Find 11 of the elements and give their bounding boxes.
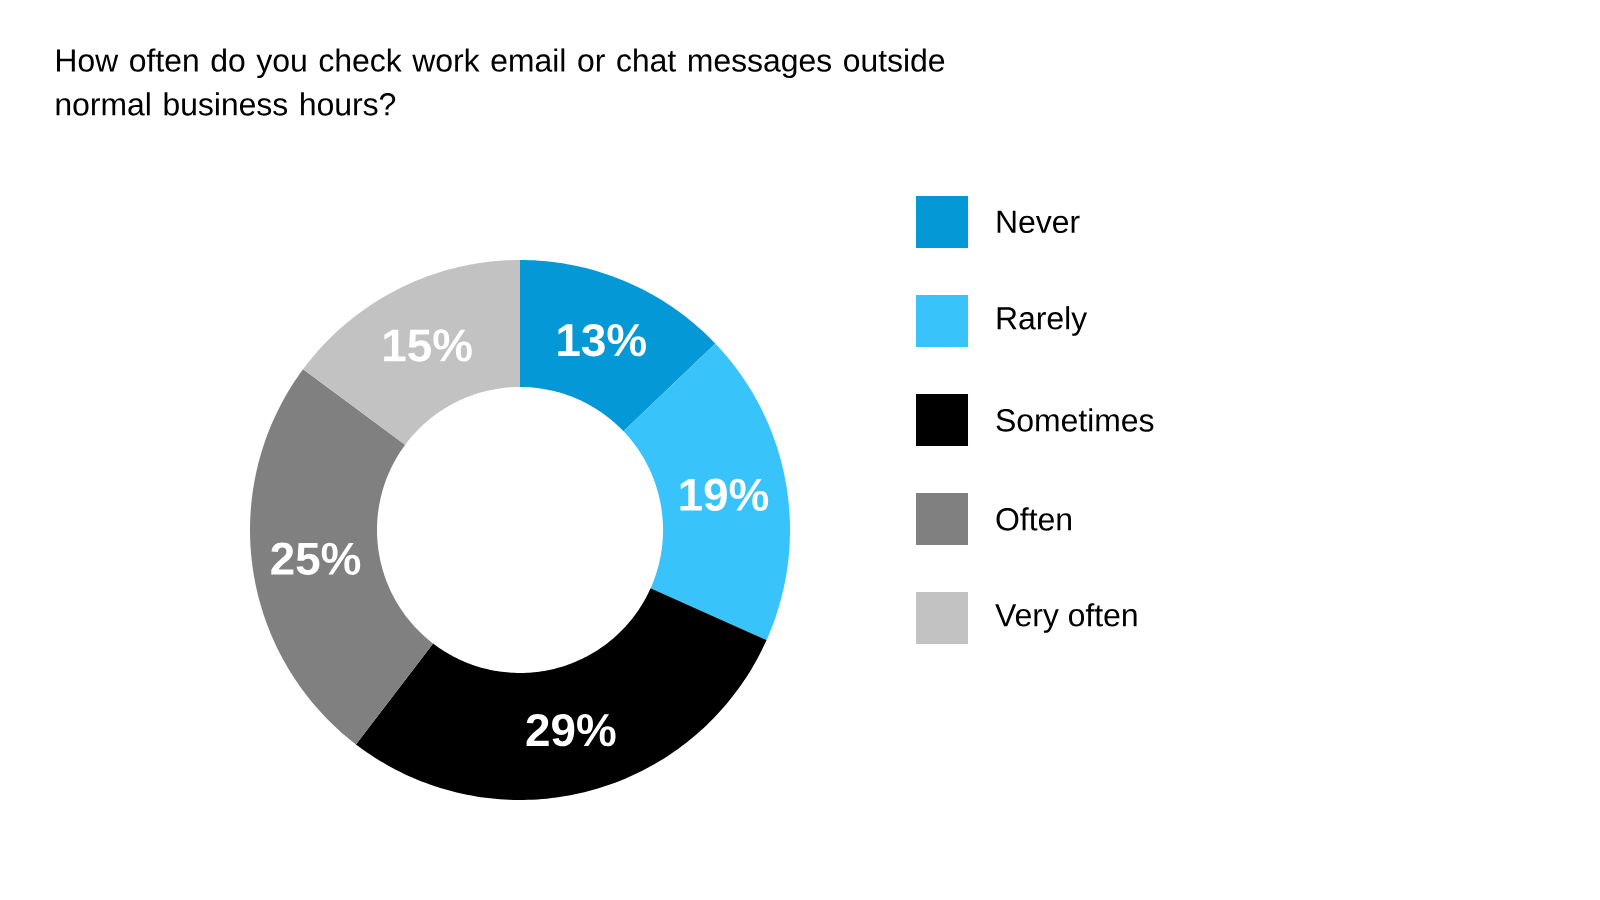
legend-label: Rarely [997,306,1088,336]
legend-label: Very often [995,603,1137,633]
legend-label: Never [997,210,1080,234]
data-label: 19% [680,478,769,512]
chart-title: How often do you check work email or chat messages outside normal business hours? [56,48,945,116]
data-label: 25% [271,542,361,575]
data-label: 15% [384,329,472,362]
data-label: 29% [526,713,616,747]
data-label: 13% [558,323,646,357]
legend-label: Sometimes [996,408,1154,432]
legend-label: Often [996,507,1071,531]
